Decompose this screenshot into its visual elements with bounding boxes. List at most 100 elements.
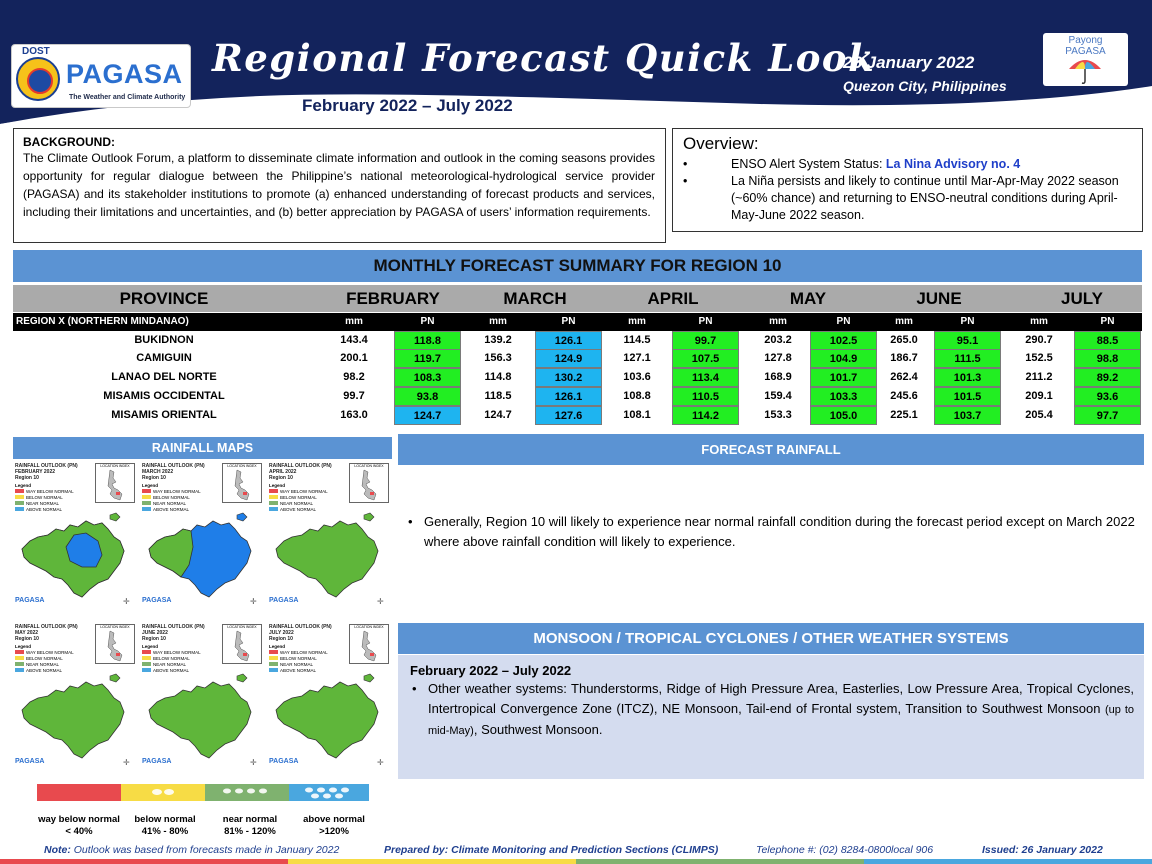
compass-icon: ✛ xyxy=(250,597,257,606)
map-legend-item: ABOVE NORMAL xyxy=(15,668,74,674)
rainfall-map-panel: RAINFALL OUTLOOK (PN) MAY 2022 Region 10 Le… xyxy=(13,622,137,779)
umbrella-icon xyxy=(1069,60,1101,84)
province-header: PROVINCE xyxy=(119,289,209,308)
overview-title: Overview: xyxy=(683,134,759,153)
rainfall-map-panel: RAINFALL OUTLOOK (PN) MARCH 2022 Region 10… xyxy=(140,461,264,618)
pn-value: 103.7 xyxy=(934,406,1001,425)
location-index-inset: LOCATION INDEX xyxy=(95,463,135,503)
month-header-row: PROVINCE FEBRUARY MARCH APRIL MAY JUNE J… xyxy=(13,285,1142,312)
mm-value: 200.1 xyxy=(340,352,368,364)
mm-value: 108.8 xyxy=(623,390,651,402)
table-row: LANAO DEL NORTE 98.2 108.3 114.8 130.2 103.6 1… xyxy=(13,368,1142,387)
mm-value: 211.2 xyxy=(1025,371,1053,383)
table-row: MISAMIS OCCIDENTAL 99.7 93.8 118.5 126.1 108.… xyxy=(13,387,1142,406)
province-name: CAMIGUIN xyxy=(136,352,192,364)
map-legend-item: ABOVE NORMAL xyxy=(15,507,74,513)
region-10-map-icon xyxy=(148,673,252,759)
map-title: RAINFALL OUTLOOK (PN) MARCH 2022 Region 10 xyxy=(142,463,205,481)
forecast-period: February 2022 – July 2022 xyxy=(302,96,513,115)
map-title: RAINFALL OUTLOOK (PN) FEBRUARY 2022 Region… xyxy=(15,463,78,481)
pn-value: 114.2 xyxy=(672,406,739,425)
rainfall-map-panel: RAINFALL OUTLOOK (PN) APRIL 2022 Region 10… xyxy=(267,461,391,618)
monsoon-text: • Other weather systems: Thunderstorms, R… xyxy=(412,681,1134,737)
map-brand-label: PAGASA xyxy=(15,758,45,765)
mm-value: 114.5 xyxy=(623,334,651,346)
region-10-map-icon xyxy=(148,512,252,598)
overview-item-enso: • ENSO Alert System Status: La Nina Advi… xyxy=(683,156,1132,173)
mm-value: 209.1 xyxy=(1025,390,1053,402)
footer-telephone: Telephone #: (02) 8284-0800local 906 xyxy=(756,844,934,856)
legend-label-near: near normal 81% - 120% xyxy=(222,814,278,837)
dost-label: DOST xyxy=(22,46,50,57)
cloud-icons xyxy=(152,787,349,799)
footer-issued: Issued: 26 January 2022 xyxy=(982,844,1103,856)
map-legend: Legend WAY BELOW NORMAL BELOW NORMAL NEAR N… xyxy=(269,483,328,512)
footer-note: Note: Outlook was based from forecasts m… xyxy=(44,844,340,856)
pn-value: 130.2 xyxy=(535,368,602,387)
map-legend: Legend WAY BELOW NORMAL BELOW NORMAL NEAR N… xyxy=(15,483,74,513)
lanina-text: La Niña persists and likely to continue … xyxy=(731,174,1119,222)
province-name: MISAMIS ORIENTAL xyxy=(111,409,217,421)
background-text: The Climate Outlook Forum, a platform to… xyxy=(23,151,655,219)
mm-value: 168.9 xyxy=(764,371,792,383)
forecast-rainfall-bullet: Generally, Region 10 will likely to expe… xyxy=(424,514,1135,549)
map-legend-item: WAY BELOW NORMAL xyxy=(269,650,328,656)
footer-prepared: Prepared by: Climate Monitoring and Pred… xyxy=(384,844,719,856)
pn-value: 126.1 xyxy=(535,331,602,350)
map-title: RAINFALL OUTLOOK (PN) JULY 2022 Region 10 xyxy=(269,624,332,642)
monsoon-header: MONSOON / TROPICAL CYCLONES / OTHER WEAT… xyxy=(398,623,1144,654)
inset-label: LOCATION INDEX xyxy=(354,464,384,468)
issue-date: 26 January 2022 xyxy=(843,53,975,72)
pn-value: 89.2 xyxy=(1074,368,1141,387)
mm-value: 153.3 xyxy=(764,409,792,421)
map-legend-item: BELOW NORMAL xyxy=(269,495,328,501)
map-legend-item: BELOW NORMAL xyxy=(269,656,328,662)
mm-value: 124.7 xyxy=(484,409,512,421)
unit-mm: mm xyxy=(1030,316,1048,327)
table-row: BUKIDNON 143.4 118.8 139.2 126.1 114.5 99.7 203… xyxy=(13,331,1142,350)
header-banner xyxy=(0,0,1152,124)
unit-mm: mm xyxy=(489,316,507,327)
region-10-map-icon xyxy=(21,512,125,598)
unit-pn: PN xyxy=(1100,316,1115,327)
map-legend: Legend WAY BELOW NORMAL BELOW NORMAL NEAR N… xyxy=(15,644,74,674)
pn-value: 97.7 xyxy=(1074,406,1141,425)
map-legend-item: ABOVE NORMAL xyxy=(142,507,201,513)
mm-value: 262.4 xyxy=(890,371,918,383)
legend-label-way-below: way below normal < 40% xyxy=(38,814,120,837)
mm-value: 99.7 xyxy=(343,390,365,402)
footer-color-strip xyxy=(0,859,1152,864)
pn-value: 118.8 xyxy=(394,331,461,350)
pn-value: 93.8 xyxy=(394,387,461,406)
mm-value: 98.2 xyxy=(343,371,365,383)
province-name: BUKIDNON xyxy=(134,334,194,346)
unit-mm: mm xyxy=(895,316,913,327)
compass-icon: ✛ xyxy=(123,758,130,767)
pn-value: 101.7 xyxy=(810,368,877,387)
mm-value: 186.7 xyxy=(890,352,918,364)
philippines-map-icon xyxy=(361,630,377,662)
pn-value: 108.3 xyxy=(394,368,461,387)
mm-value: 108.1 xyxy=(623,409,651,421)
mm-value: 152.5 xyxy=(1025,352,1053,364)
region-10-map-icon xyxy=(21,673,125,759)
pn-value: 127.6 xyxy=(535,406,602,425)
map-brand-label: PAGASA xyxy=(269,758,299,765)
legend-swatch-near xyxy=(205,784,289,801)
map-legend-item: NEAR NORMAL xyxy=(15,662,74,668)
page-footer: Note: Outlook was based from forecasts m… xyxy=(0,843,1152,859)
region-10-map-icon xyxy=(275,512,379,598)
page-title: Regional Forecast Quick Look xyxy=(212,36,876,80)
mm-value: 139.2 xyxy=(484,334,512,346)
map-legend-item: BELOW NORMAL xyxy=(15,656,74,662)
pn-value: 113.4 xyxy=(672,368,739,387)
payong-agency-label: PAGASA xyxy=(1065,46,1106,57)
map-legend: Legend WAY BELOW NORMAL BELOW NORMAL NEAR N… xyxy=(142,644,201,673)
background-title: BACKGROUND: xyxy=(23,135,115,149)
legend-label-below: below normal 41% - 80% xyxy=(134,814,196,837)
summary-title: MONTHLY FORECAST SUMMARY FOR REGION 10 xyxy=(13,250,1142,282)
month-header-apr: APRIL xyxy=(647,289,699,308)
map-title: RAINFALL OUTLOOK (PN) APRIL 2022 Region 10 xyxy=(269,463,332,481)
background-box: BACKGROUND: The Climate Outlook Forum, a… xyxy=(13,128,666,243)
payong-pagasa-logo: Payong PAGASA xyxy=(1043,33,1128,86)
